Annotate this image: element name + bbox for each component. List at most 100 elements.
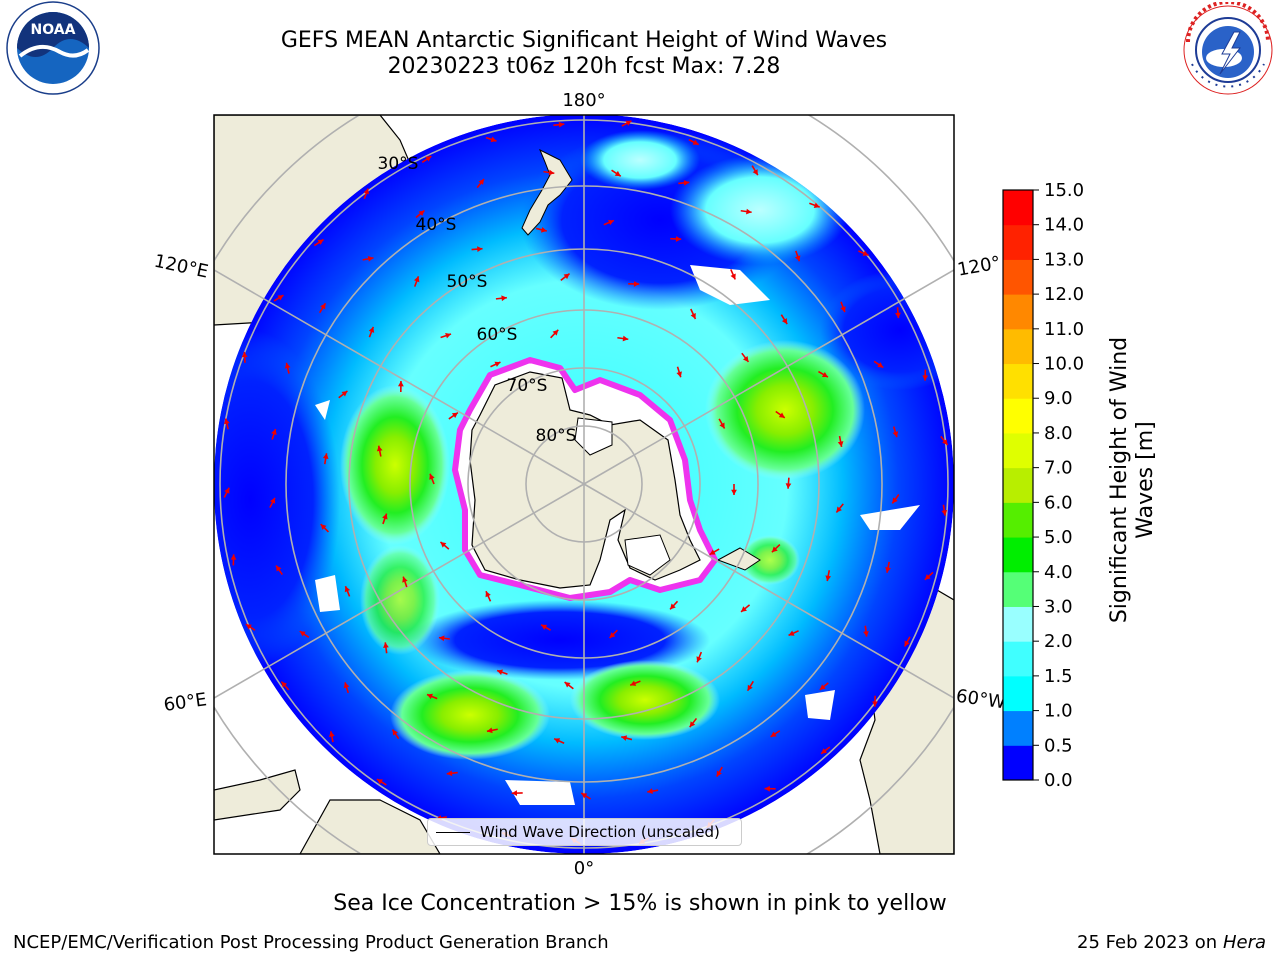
colorbar-tick-label: 9.0: [1044, 388, 1073, 409]
wave-arrow-head: [746, 208, 752, 215]
wave-arrow-head: [478, 178, 484, 185]
calm-region: [214, 330, 340, 670]
footer-date: 25 Feb 2023 on Hera: [1077, 932, 1266, 953]
colorbar-tick-label: 2.0: [1044, 631, 1073, 652]
colorbar-cells: [1003, 190, 1033, 781]
wave-arrow-head: [675, 236, 682, 242]
wave-arrow-head: [764, 785, 770, 792]
wave-arrow-head: [670, 603, 676, 610]
wave-arrow-head: [320, 303, 326, 310]
lon-label-60e: 60°E: [162, 689, 208, 716]
footer-host: Hera: [1222, 932, 1266, 953]
lon-label-0: 0°: [574, 858, 594, 879]
colorbar-tick-label: 10.0: [1044, 354, 1084, 375]
wave-arrow-head: [425, 156, 432, 162]
wave-arrow-head: [825, 575, 832, 582]
wave-arrow-head: [731, 489, 737, 495]
chart-title: GEFS MEAN Antarctic Significant Height o…: [280, 28, 888, 53]
wave-arrow-head: [904, 640, 910, 647]
wave-arrow-head: [299, 631, 306, 637]
wave-arrow-head: [271, 429, 277, 435]
wave-arrow-head: [413, 276, 420, 283]
wave-arrow-head: [281, 681, 288, 688]
colorbar-tick-label: 7.0: [1044, 458, 1073, 479]
wave-arrow-head: [241, 351, 248, 358]
wave-arrow-head: [402, 576, 408, 583]
colorbar-ticks: 0.0 0.5 1.0 1.5 2.0 3.0 4.0 5.0 6.0 7.0 8.0 9.0 10.0…: [1033, 180, 1084, 791]
wave-arrow-head: [224, 418, 230, 425]
wave-arrow-head: [343, 682, 350, 689]
calm-region: [410, 600, 710, 680]
colorbar: 0.0 0.5 1.0 1.5 2.0 3.0 4.0 5.0 6.0 7.0 8.0 9.0 10.0…: [1002, 180, 1084, 791]
lat-label-80s: 80°S: [536, 426, 577, 446]
wave-arrow-head: [363, 188, 369, 195]
lat-label-40s: 40°S: [416, 215, 457, 235]
wave-arrow-head: [862, 250, 869, 256]
wave-arrow-head: [541, 624, 548, 630]
colorbar-cell: [1003, 606, 1033, 642]
wave-arrow-head: [429, 473, 435, 480]
wave-arrow-head: [276, 565, 282, 572]
wave-arrow-head: [863, 631, 869, 637]
legend-line-icon: [436, 831, 470, 833]
wave-arrow-head: [224, 487, 230, 494]
colorbar-cell: [1003, 190, 1033, 226]
wave-arrow-head: [788, 630, 795, 636]
wave-arrow-head: [683, 180, 690, 186]
wave-arrow-head: [676, 371, 682, 378]
wave-arrow-head: [277, 295, 284, 301]
wave-arrow-head: [872, 701, 878, 707]
colorbar-cell: [1003, 259, 1033, 295]
noaa-logo-text: NOAA: [31, 22, 76, 38]
wave-arrow-head: [558, 121, 565, 128]
wave-arrow-head: [892, 431, 899, 438]
wave-arrow-head: [501, 295, 507, 302]
colorbar-cell: [1003, 328, 1033, 365]
colorbar-tick-label: 3.0: [1044, 596, 1073, 617]
africa-land: [299, 799, 441, 854]
wave-arrow-head: [341, 391, 348, 397]
wave-arrow-head: [438, 635, 445, 642]
madagascar-land: [214, 769, 301, 821]
wave-arrow-head: [382, 513, 388, 520]
wave-arrow-head: [494, 361, 501, 367]
wave-arrow-head: [511, 790, 518, 796]
colorbar-tick-label: 4.0: [1044, 562, 1073, 583]
colorbar-cell: [1003, 467, 1033, 503]
wave-arrow-head: [622, 335, 629, 342]
wave-arrow-head: [376, 445, 383, 452]
wave-arrow-head: [752, 169, 758, 176]
colorbar-label-line2: Waves [m]: [1133, 421, 1158, 538]
colorbar-cell: [1003, 502, 1033, 538]
wave-arrow-head: [497, 669, 503, 675]
weddell-ice-shelf: [624, 534, 671, 576]
ice-patch: [805, 690, 835, 720]
colorbar-tick-label: 11.0: [1044, 319, 1084, 340]
wave-arrow-head: [741, 606, 747, 612]
footer-credit: NCEP/EMC/Verification Post Processing Pr…: [13, 932, 609, 953]
map-caption: Sea Ice Concentration > 15% is shown in …: [333, 891, 947, 916]
colorbar-cell: [1003, 537, 1033, 573]
colorbar-tick-label: 0.5: [1044, 735, 1073, 756]
lon-label-120e: 120°E: [152, 251, 210, 283]
wave-arrow-head: [719, 422, 725, 429]
wave-arrow-head: [690, 313, 696, 319]
wave-arrow-head: [477, 246, 483, 253]
wave-arrow-head: [392, 729, 398, 736]
high-wave-region: [360, 545, 440, 655]
ice-patch: [505, 780, 575, 805]
wave-arrow-head: [548, 169, 555, 176]
wave-arrow-head: [486, 727, 493, 734]
wave-arrow-head: [821, 748, 828, 754]
wave-arrow-head: [647, 788, 653, 794]
colorbar-tick-label: 8.0: [1044, 423, 1073, 444]
wave-arrow-head: [941, 509, 948, 516]
colorbar-cell: [1003, 432, 1033, 469]
wave-arrow-head: [607, 219, 614, 226]
high-wave-region: [570, 660, 720, 740]
ice-patch: [315, 575, 340, 612]
wave-arrow-head: [781, 318, 788, 325]
wave-arrow-head: [269, 497, 276, 504]
ice-patch: [860, 505, 920, 530]
wave-arrow-head: [383, 642, 389, 648]
